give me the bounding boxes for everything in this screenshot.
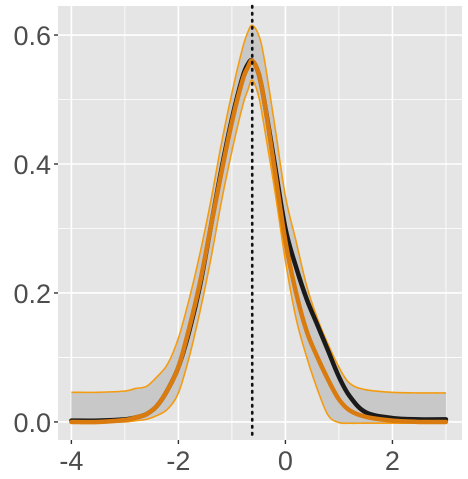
x-axis: -4 -2 0 2 bbox=[59, 440, 400, 476]
band-upper-edge bbox=[71, 24, 446, 394]
y-axis: 0.0 0.2 0.4 0.6 bbox=[13, 21, 58, 438]
y-tick-label: 0.4 bbox=[13, 150, 51, 180]
x-tick-label: -2 bbox=[166, 446, 190, 476]
minor-grid bbox=[58, 6, 462, 440]
y-tick-label: 0.6 bbox=[13, 21, 51, 51]
x-tick-label: 2 bbox=[385, 446, 400, 476]
series-lines bbox=[69, 58, 449, 425]
confidence-band bbox=[71, 24, 446, 425]
band-lower-edge bbox=[71, 79, 446, 425]
x-tick-label: 0 bbox=[278, 446, 293, 476]
series-line-2 bbox=[69, 58, 449, 425]
y-tick-label: 0.0 bbox=[13, 408, 51, 438]
y-tick-label: 0.2 bbox=[13, 279, 51, 309]
x-tick-label: -4 bbox=[59, 446, 83, 476]
